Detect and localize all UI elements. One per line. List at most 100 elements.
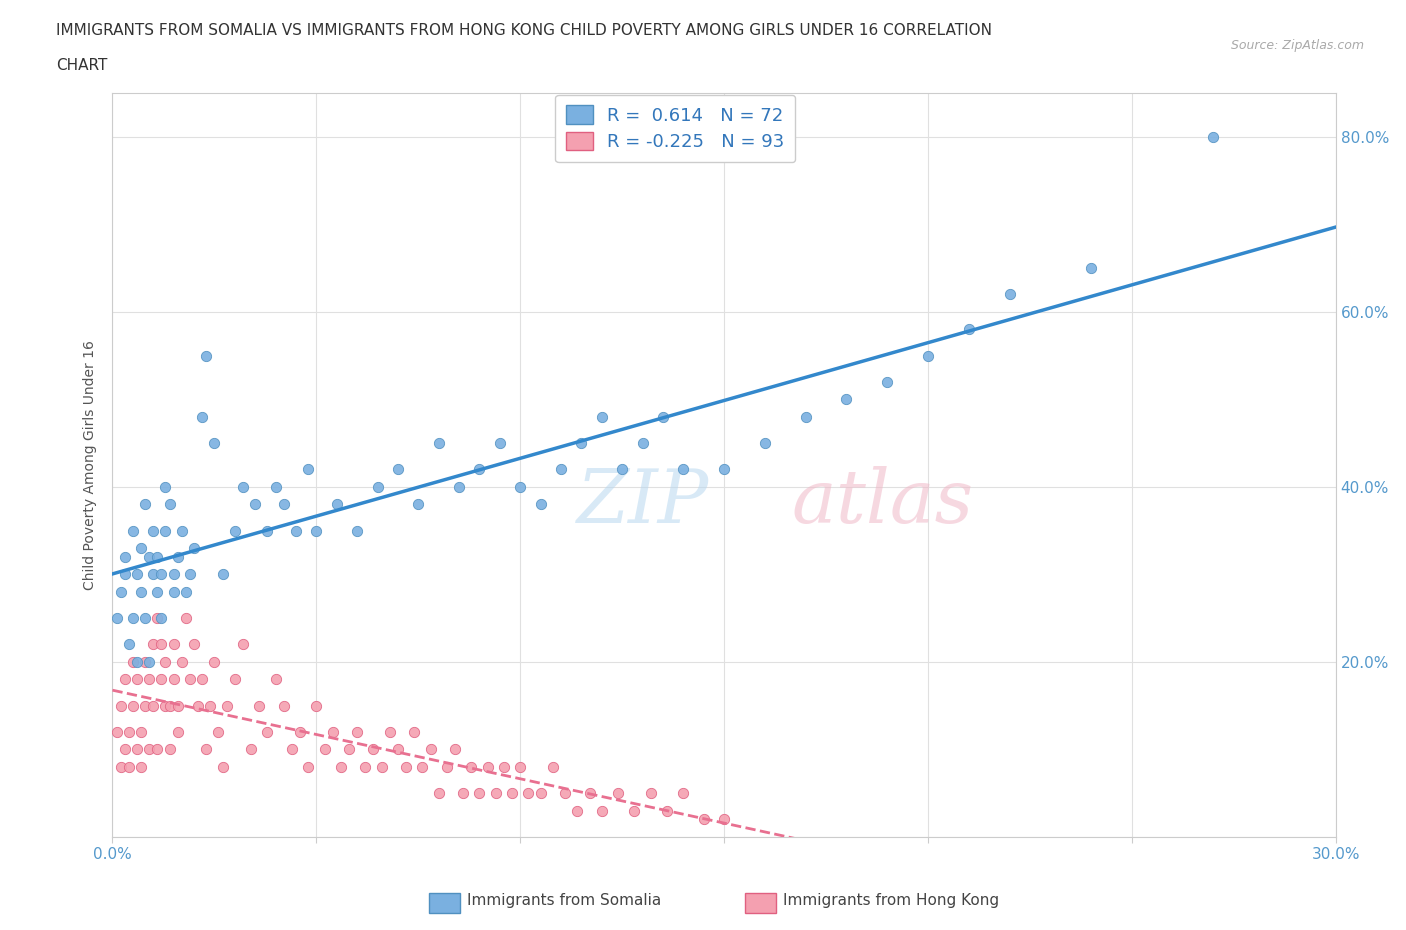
Point [578,786,600,801]
Point [163,567,186,582]
Point [114,567,136,582]
Point [672,786,695,801]
Point [129,760,152,775]
Point [264,480,287,495]
Point [284,524,308,538]
Point [211,567,233,582]
Point [170,524,193,538]
Point [288,724,311,739]
Point [640,786,662,801]
Point [427,435,450,450]
Point [672,462,695,477]
Point [794,409,817,424]
Point [305,698,328,713]
Point [211,760,233,775]
Point [146,550,169,565]
Text: atlas: atlas [792,466,973,538]
Point [159,497,181,512]
Point [138,550,160,565]
Text: IMMIGRANTS FROM SOMALIA VS IMMIGRANTS FROM HONG KONG CHILD POVERTY AMONG GIRLS U: IMMIGRANTS FROM SOMALIA VS IMMIGRANTS FR… [56,23,993,38]
Point [1080,260,1102,275]
Point [264,672,287,687]
Point [652,409,675,424]
Point [122,611,145,626]
Point [187,698,209,713]
Point [509,480,531,495]
Point [110,584,132,599]
Point [125,567,148,582]
Point [322,724,344,739]
Point [105,611,128,626]
Point [122,698,145,713]
Point [501,786,523,801]
Point [110,698,132,713]
Point [1202,129,1225,144]
Point [460,760,482,775]
Point [245,497,267,512]
Point [404,724,426,739]
Text: CHART: CHART [56,58,108,73]
Point [114,742,136,757]
Point [155,655,177,670]
Y-axis label: Child Poverty Among Girls Under 16: Child Poverty Among Girls Under 16 [83,340,97,590]
Point [207,724,229,739]
Point [232,480,254,495]
Point [134,611,156,626]
Point [610,462,633,477]
Point [183,540,205,555]
Point [138,672,160,687]
Text: ZIP: ZIP [578,466,710,538]
Point [529,497,551,512]
Point [240,742,263,757]
Point [191,409,214,424]
Point [142,698,165,713]
Point [297,462,319,477]
Point [370,760,392,775]
Legend: R =  0.614   N = 72, R = -0.225   N = 93: R = 0.614 N = 72, R = -0.225 N = 93 [555,95,796,162]
Point [200,698,222,713]
Point [623,804,645,818]
Point [366,480,388,495]
Point [129,540,152,555]
Point [281,742,304,757]
Point [554,786,576,801]
Point [591,804,613,818]
Point [215,698,238,713]
Point [150,567,173,582]
Point [166,724,188,739]
Point [346,524,368,538]
Point [326,497,349,512]
Point [447,480,470,495]
Point [150,637,173,652]
Point [146,742,169,757]
Point [163,584,186,599]
Point [273,497,295,512]
Point [713,812,735,827]
Point [477,760,499,775]
Point [550,462,572,477]
Text: Immigrants from Hong Kong: Immigrants from Hong Kong [783,893,1000,908]
Point [247,698,270,713]
Point [591,409,613,424]
Point [118,637,141,652]
Point [125,672,148,687]
Point [204,435,226,450]
Point [427,786,450,801]
Point [174,611,197,626]
Point [436,760,458,775]
Point [146,611,169,626]
Point [655,804,678,818]
Point [489,435,512,450]
Point [754,435,776,450]
Point [114,672,136,687]
Point [122,655,145,670]
Point [122,524,145,538]
Point [166,550,188,565]
Point [163,637,186,652]
Point [195,348,218,363]
Point [363,742,385,757]
Point [529,786,551,801]
Point [179,567,201,582]
Point [297,760,319,775]
Point [256,724,278,739]
